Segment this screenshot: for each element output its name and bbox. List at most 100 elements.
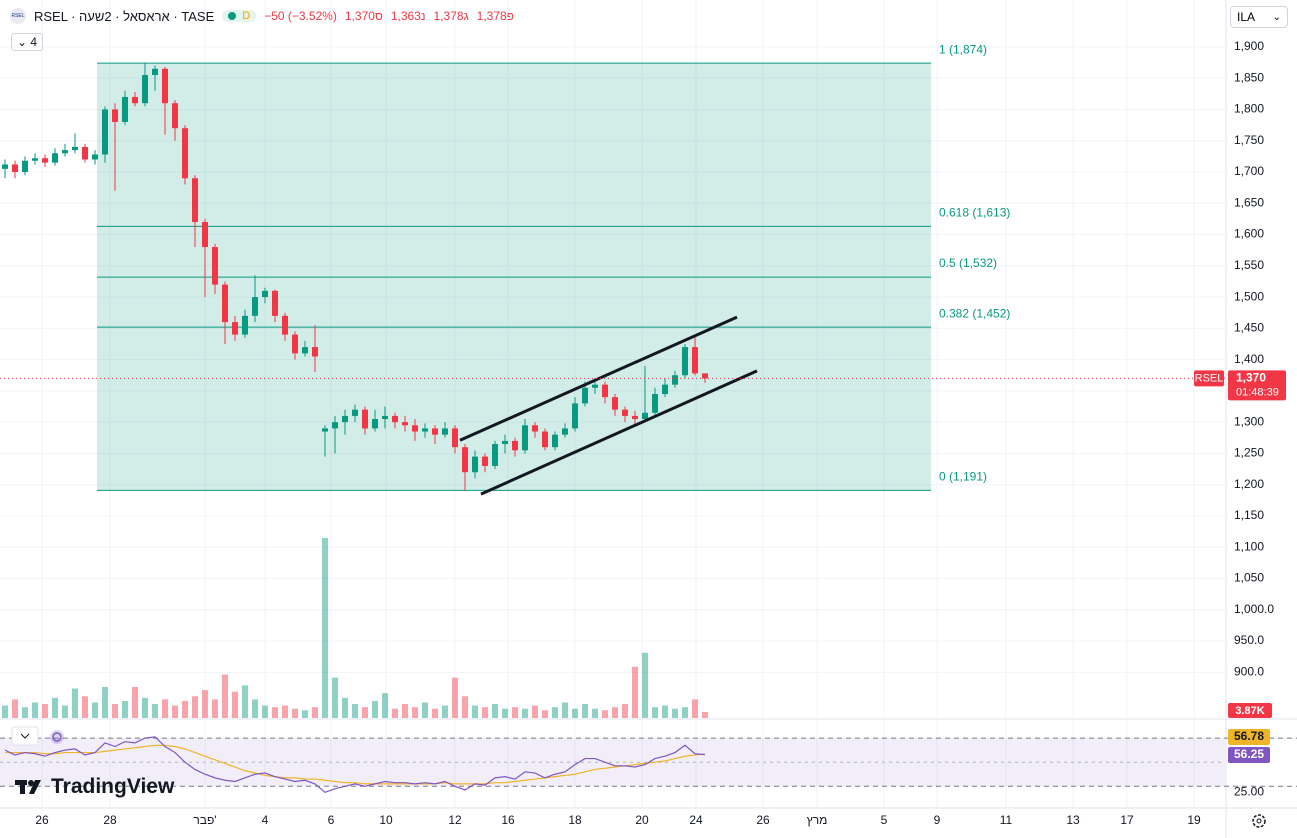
volume-bar [642,652,648,718]
volume-bar [12,699,18,718]
candle-body [602,384,608,398]
candle-body [642,412,648,420]
collapse-icon [20,733,30,739]
rsi-line [4,736,706,794]
candle-body [172,103,178,129]
volume-bar [282,705,288,718]
volume-tag [1228,703,1272,718]
volume-bar [82,696,88,718]
x-tick-label: 28 [103,813,117,827]
candle-body [142,75,148,104]
candle-body [252,297,258,316]
fib-label: 0 (1,191) [939,470,987,484]
y-tick-label: 1,550 [1234,258,1264,272]
volume-bar [312,707,318,718]
candle-body [22,160,28,172]
volume-bar [272,707,278,718]
candle-body [592,384,598,388]
volume-bar [552,707,558,718]
x-tick-label: 5 [881,813,888,827]
candle-body [522,425,528,451]
volume-bar [622,704,628,718]
volume-bar [182,700,188,718]
volume-bar [22,707,28,718]
y-tick-label: 1,500 [1234,289,1264,303]
volume-bar [132,686,138,718]
y-tick-label: 1,400 [1234,352,1264,366]
candle-body [382,415,388,420]
candle-body [392,415,398,423]
rsi-value-tag [1228,729,1270,745]
candle-body [432,428,438,435]
x-tick-label: 26 [35,813,49,827]
indicator-icon-ring [52,732,62,742]
symbol-logo: RSEL [10,8,26,24]
volume-bar [112,704,118,718]
volume-bar [582,704,588,718]
rsi-value-tag [1228,747,1270,763]
indicator-toggle[interactable]: ⌄ 4 [11,33,44,51]
volume-bar [392,708,398,718]
settings-icon-hub [1256,818,1262,824]
x-tick-label: 18 [568,813,582,827]
fib-label: 1 (1,874) [939,42,987,56]
candle-body [282,315,288,335]
brand-icon [15,780,41,794]
volume-bar [52,697,58,718]
volume-bar [292,708,298,718]
volume-bar [362,707,368,718]
volume-bar [332,677,338,718]
volume-bar [502,708,508,718]
volume-bar [462,696,468,718]
volume-bar [142,697,148,718]
indicator-count: 4 [30,35,38,49]
ohlc-close: 1,370ס [344,9,383,23]
candle-body [292,334,298,354]
candle-body [532,425,538,432]
candle-body [412,425,418,432]
brand-logo[interactable]: TradingView [15,775,174,799]
candle-body [622,409,628,416]
volume-bar [482,707,488,718]
x-tick-label: 4 [262,813,269,827]
candle-body [162,68,168,104]
settings-icon [1252,814,1266,828]
x-tick-label: 19 [1187,813,1201,827]
candle-body [402,422,408,426]
volume-bar [252,699,258,718]
volume-bar [242,685,248,718]
candle-body [632,415,638,420]
price-tag [1228,370,1286,401]
data-badge: D [222,10,257,22]
y-tick-label: 1,300 [1234,414,1264,428]
y-tick-label: 1,750 [1234,133,1264,147]
candle-body [472,456,478,473]
volume-bar [72,688,78,718]
candle-body [182,128,188,179]
volume-bar [102,686,108,718]
x-tick-label: מרץ [807,813,828,827]
x-tick-label: 9 [934,813,941,827]
volume-bar [382,693,388,718]
indicator-icon [50,730,64,744]
volume-bar [612,707,618,718]
volume-bar [402,704,408,718]
symbol-title[interactable]: RSEL · אראסאל · 2שעה · TASE [34,8,215,24]
x-tick-label: 16 [501,813,515,827]
fib-label: 0.382 (1,452) [939,306,1010,320]
rsi-value-text: 56.78 [1234,729,1264,743]
volume-bar [522,708,528,718]
volume-bar [172,705,178,718]
candle-body [132,96,138,104]
candle-body [482,456,488,466]
currency: ILA [1237,10,1256,24]
collapse-button[interactable] [11,726,39,746]
volume-bar [32,702,38,718]
candle-body [322,428,328,432]
currency-select[interactable]: ILA ⌄ [1230,6,1288,28]
volume-bar [692,699,698,718]
volume-bar [652,707,658,718]
ohlc-low: 1,363נ [390,9,426,23]
volume-bar [472,705,478,718]
